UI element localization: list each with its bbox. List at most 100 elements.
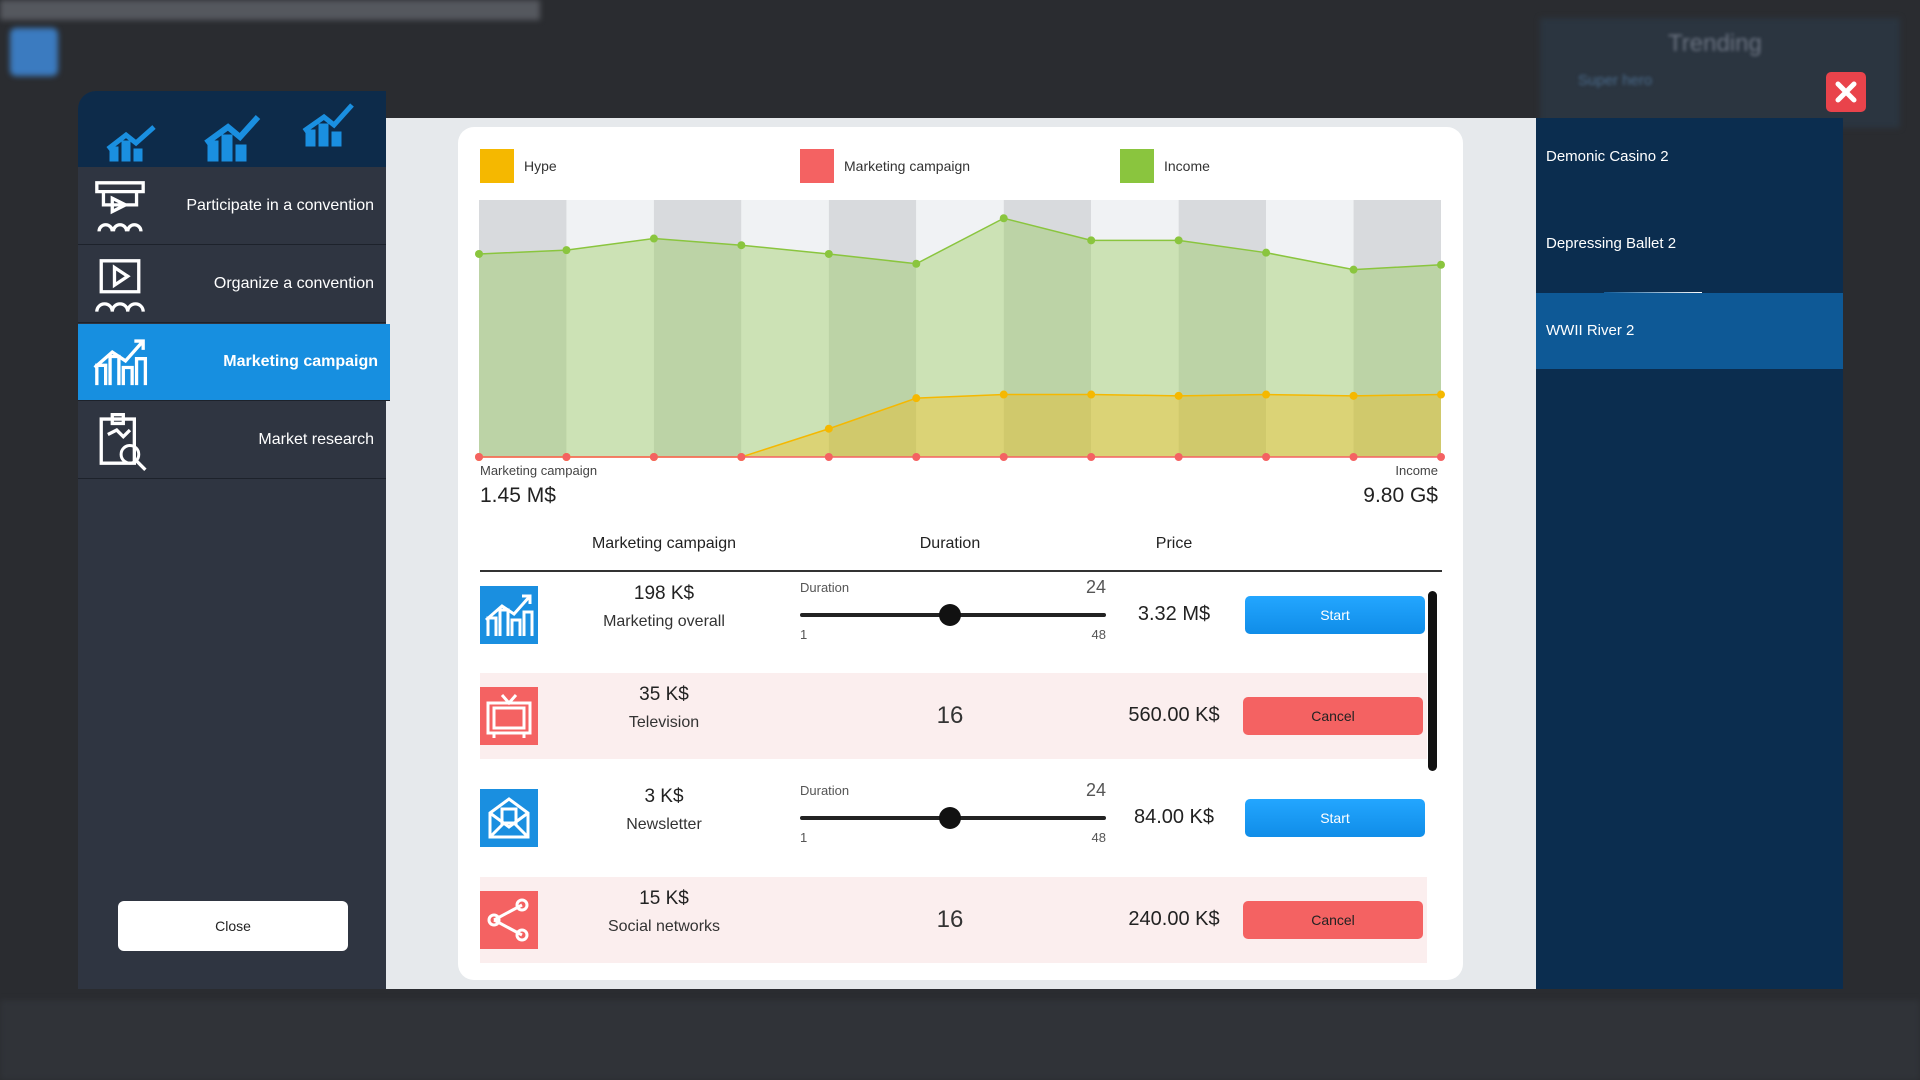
legend-swatch — [480, 149, 514, 183]
row-name: Social networks — [607, 918, 721, 935]
chart-band — [1353, 200, 1441, 457]
trending-title: Trending — [1668, 30, 1762, 57]
slider-min: 1 — [800, 627, 808, 642]
action-button[interactable]: Cancel — [1243, 697, 1423, 735]
action-button[interactable]: Start — [1245, 799, 1425, 837]
row-duration: 16 — [936, 906, 964, 933]
action-button[interactable]: Cancel — [1243, 901, 1423, 939]
chart-glyph — [485, 594, 532, 622]
convention-glyph — [95, 181, 145, 232]
chart-band — [1003, 200, 1092, 457]
series-point — [1349, 391, 1358, 400]
chart-band — [1091, 200, 1179, 457]
series-point — [1087, 390, 1096, 399]
scrollbar[interactable] — [1428, 591, 1437, 771]
mail-icon — [480, 789, 538, 847]
row-name: Television — [628, 714, 700, 731]
series-point — [1437, 390, 1445, 399]
row-cost: 35 K$ — [639, 684, 689, 705]
chart — [475, 200, 1445, 461]
series-point — [1437, 260, 1445, 269]
background-bar — [0, 0, 540, 20]
series-point — [912, 259, 921, 268]
series-point — [475, 453, 483, 461]
lens — [119, 444, 141, 465]
research-icon — [99, 412, 147, 471]
legend-label: Income — [1164, 158, 1210, 174]
header-duration: Duration — [919, 535, 981, 552]
mail-glyph — [488, 797, 530, 839]
game-item[interactable]: Depressing Ballet 2 — [1536, 206, 1843, 282]
series-point — [1174, 236, 1183, 245]
row-duration: 16 — [936, 702, 964, 729]
chart-icon — [93, 339, 148, 386]
menu-item[interactable]: Market research — [78, 402, 386, 479]
row-price: 84.00 K$ — [1133, 806, 1215, 828]
chart-icon — [480, 586, 538, 644]
slider-label: Duration — [800, 783, 850, 798]
games-panel — [1536, 118, 1843, 989]
chart-band — [479, 200, 567, 457]
game-item[interactable]: Demonic Casino 2 — [1536, 119, 1843, 195]
slider-value: 24 — [1085, 780, 1106, 800]
total-left-value: 1.45 M$ — [480, 484, 556, 507]
close-x-button[interactable] — [1826, 72, 1866, 112]
slider-knob[interactable] — [938, 604, 961, 626]
series-point — [562, 453, 571, 461]
bottom-bar — [0, 1000, 1920, 1080]
total-right-label: Income — [1395, 463, 1438, 478]
series-point — [912, 453, 921, 461]
series-point — [737, 241, 746, 250]
total-right-value: 9.80 G$ — [1363, 484, 1438, 507]
row-price: 3.32 M$ — [1137, 603, 1211, 625]
chart-band — [916, 200, 1004, 457]
series-point — [1087, 236, 1096, 245]
menu-icon — [88, 408, 152, 472]
series-point — [649, 453, 658, 461]
research-glyph — [135, 459, 147, 471]
series-point — [912, 394, 921, 403]
row-price: 240.00 K$ — [1128, 908, 1220, 930]
menu-icon — [88, 252, 152, 316]
game-title: Depressing Ballet 2 — [1546, 235, 1677, 252]
series-point — [1349, 265, 1358, 274]
series-point — [824, 249, 833, 258]
tv-icon — [480, 687, 538, 745]
legend-swatch — [800, 149, 834, 183]
share-node — [487, 913, 501, 927]
menu-item[interactable]: Organize a convention — [78, 246, 386, 323]
row-cost: 15 K$ — [639, 888, 689, 909]
series-point — [999, 214, 1008, 223]
action-button[interactable]: Start — [1245, 596, 1425, 634]
header-campaign: Marketing campaign — [591, 535, 737, 552]
slider-max: 48 — [1091, 830, 1106, 845]
chart-band — [1266, 200, 1354, 457]
row-cost: 198 K$ — [633, 583, 695, 604]
slider-knob[interactable] — [938, 807, 961, 829]
share-icon — [480, 891, 538, 949]
series-line — [478, 217, 1442, 271]
slider-max: 48 — [1091, 627, 1106, 642]
series-point — [1262, 248, 1271, 257]
series-point — [1349, 453, 1358, 461]
legend-swatch — [1120, 149, 1154, 183]
menu-label: Participate in a convention — [186, 197, 374, 214]
game-item[interactable]: WWII River 2 — [1536, 293, 1843, 369]
game-title: WWII River 2 — [1546, 322, 1635, 339]
chart-band — [566, 200, 654, 457]
series-point — [1087, 453, 1096, 461]
series-point — [1437, 453, 1445, 461]
close-button[interactable]: Close — [118, 901, 348, 951]
series-point — [737, 453, 746, 461]
menu-item[interactable]: Participate in a convention — [78, 168, 386, 245]
sidebar-header — [78, 91, 386, 167]
menu-item[interactable]: Marketing campaign — [78, 324, 390, 401]
row-icon — [480, 891, 538, 949]
sidebar — [78, 91, 386, 989]
total-left-label: Marketing campaign — [480, 463, 598, 478]
row-cost: 3 K$ — [644, 786, 684, 807]
series-point — [999, 390, 1008, 399]
tv-glyph — [486, 694, 532, 738]
row-name: Newsletter — [626, 816, 702, 833]
